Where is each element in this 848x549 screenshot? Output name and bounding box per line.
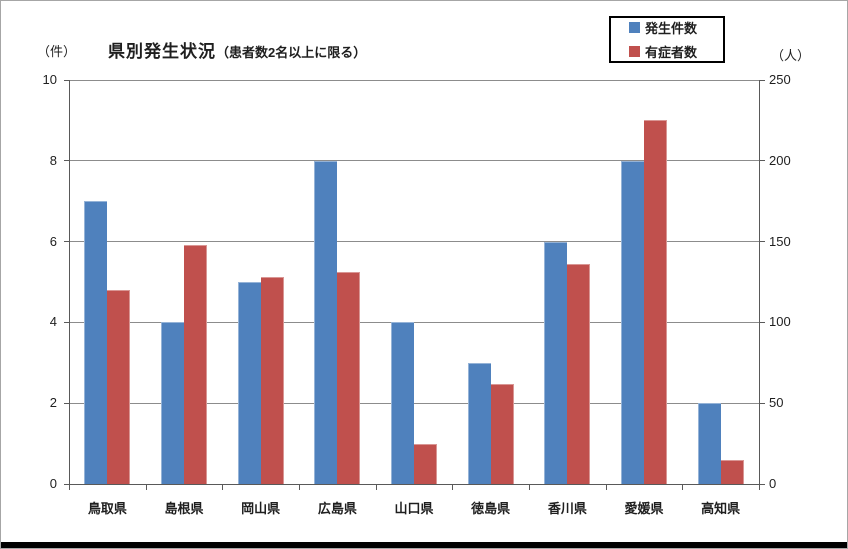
right-axis-tick [760, 241, 765, 243]
left-axis-tick [64, 241, 69, 243]
right-axis-unit-label: （人） [771, 48, 811, 63]
left-axis-tick [64, 483, 69, 485]
x-axis-category-label: 鳥取県 [87, 501, 127, 516]
chart-title-text: 県別発生状況 [108, 42, 216, 61]
left-axis-tick [64, 321, 69, 323]
gridline [69, 321, 759, 323]
y-axis-tick-label-right: 0 [769, 476, 777, 491]
x-axis-category-label: 島根県 [164, 501, 204, 516]
gridline [69, 241, 759, 243]
y-axis-tick-label-left: 10 [42, 72, 57, 87]
bar [697, 403, 721, 484]
x-axis-tick [299, 485, 300, 490]
x-axis-tick [682, 485, 684, 490]
bar [314, 160, 338, 484]
right-axis-tick [760, 402, 765, 404]
bar [237, 282, 261, 484]
x-axis-category-label: 岡山県 [241, 501, 281, 516]
y-axis-tick-label-left: 0 [49, 476, 57, 491]
x-axis-category-label: 徳島県 [471, 501, 511, 516]
gridline [69, 79, 759, 81]
x-axis-tick [69, 485, 70, 490]
right-axis-tick [760, 483, 765, 485]
legend-swatch-patients-icon [629, 46, 640, 57]
left-axis-tick [64, 79, 69, 81]
x-axis-tick [222, 485, 224, 490]
x-axis-category-label: 高知県 [701, 501, 741, 516]
x-axis-tick [145, 485, 147, 490]
x-axis-tick [529, 485, 530, 490]
x-axis-category-label: 山口県 [394, 501, 434, 516]
bar [544, 241, 568, 484]
right-axis-line [759, 80, 760, 485]
left-axis-line [69, 80, 70, 485]
bar [107, 290, 131, 484]
legend-item-patients: 有症者数 [629, 42, 723, 61]
gridline [69, 402, 759, 404]
x-axis-line [69, 484, 760, 485]
bar [567, 264, 591, 484]
bottom-border-bar [1, 542, 847, 548]
y-axis-tick-label-right: 150 [769, 233, 791, 249]
bar [621, 160, 644, 484]
bar [720, 459, 744, 484]
gridline [69, 160, 759, 162]
y-axis-tick-label-right: 200 [769, 152, 791, 168]
x-axis-tick [452, 485, 454, 490]
chart-title-note: （患者数2名以上に限る） [216, 45, 367, 60]
y-axis-tick-label-left: 2 [49, 395, 57, 411]
bar [184, 244, 207, 484]
bar [414, 443, 437, 484]
bar [490, 383, 514, 484]
chart-title: 県別発生状況（患者数2名以上に限る） [108, 37, 366, 62]
y-axis-tick-label-right: 50 [769, 395, 784, 411]
legend: 発生件数 有症者数 [609, 16, 725, 63]
legend-label-patients: 有症者数 [645, 45, 698, 60]
x-axis-category-label: 広島県 [317, 501, 357, 516]
left-axis-tick [64, 160, 69, 162]
bar [644, 120, 667, 484]
bar [467, 362, 491, 484]
x-axis-tick [375, 485, 377, 490]
legend-label-cases: 発生件数 [645, 21, 698, 36]
bar [161, 322, 184, 484]
x-axis-tick [759, 485, 760, 490]
left-axis-unit-label: （件） [37, 44, 77, 59]
y-axis-tick-label-right: 100 [769, 314, 791, 330]
y-axis-tick-label-left: 4 [49, 314, 57, 330]
bar [260, 277, 284, 484]
legend-item-cases: 発生件数 [629, 18, 723, 37]
bar [391, 322, 414, 484]
x-axis-category-label: 愛媛県 [624, 501, 664, 516]
bar [337, 272, 361, 484]
y-axis-tick-label-left: 8 [49, 152, 57, 168]
legend-swatch-cases-icon [629, 22, 640, 33]
x-axis-category-label: 香川県 [547, 501, 587, 516]
y-axis-tick-label-right: 250 [769, 72, 791, 87]
right-axis-tick [760, 79, 765, 81]
bar [84, 201, 108, 484]
x-axis-tick [605, 485, 607, 490]
y-axis-tick-label-left: 6 [49, 233, 57, 249]
right-axis-tick [760, 321, 765, 323]
right-axis-tick [760, 160, 765, 162]
left-axis-tick [64, 402, 69, 404]
